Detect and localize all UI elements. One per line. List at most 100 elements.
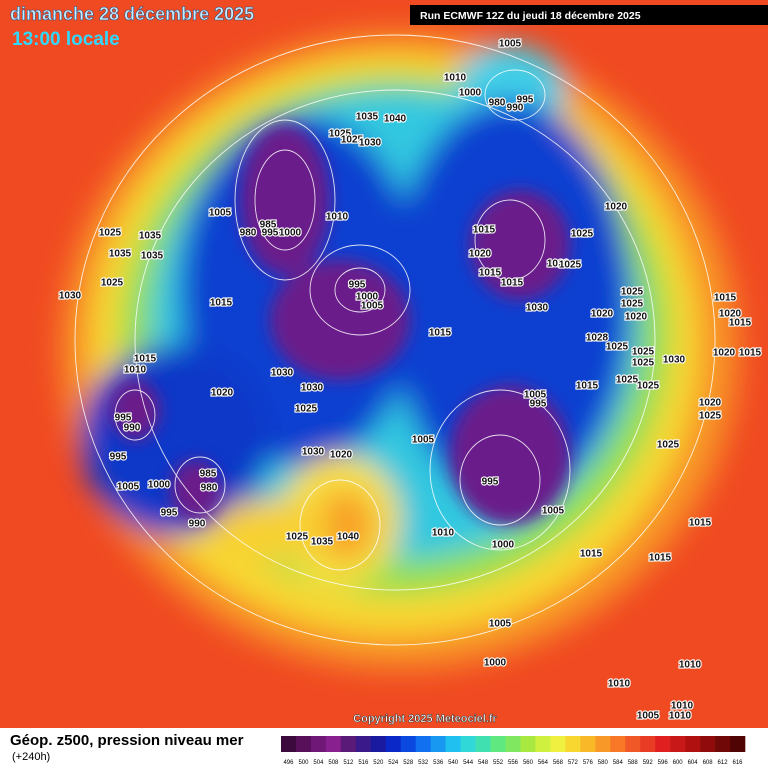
isobar-label: 1025 <box>286 532 309 543</box>
scale-label: 528 <box>403 760 414 766</box>
isobar-label: 995 <box>110 452 127 463</box>
isobar-label: 990 <box>124 423 141 434</box>
scale-label: 512 <box>343 760 354 766</box>
scale-label: 560 <box>523 760 534 766</box>
isobar-label: 995 <box>349 280 366 291</box>
isobar-label: 1030 <box>59 291 82 302</box>
scale-swatch <box>355 736 372 752</box>
isobar-label: 1010 <box>326 212 349 223</box>
isobar-label: 1025 <box>657 440 680 451</box>
scale-swatch <box>340 736 357 752</box>
scale-swatch <box>310 736 327 752</box>
isobar-label: 1020 <box>713 348 736 359</box>
isobar-label: 1020 <box>591 309 614 320</box>
isobar-label: 1010 <box>124 365 147 376</box>
isobar-label: 1025 <box>341 135 364 146</box>
isobar-label: 990 <box>189 519 206 530</box>
footer-title: Géop. z500, pression niveau mer <box>10 732 244 749</box>
scale-label: 500 <box>298 760 309 766</box>
scale-label: 580 <box>598 760 609 766</box>
scale-swatch <box>460 736 476 752</box>
scale-swatch <box>685 736 701 752</box>
isobar-label: 1035 <box>311 537 334 548</box>
isobar-label: 1025 <box>101 278 124 289</box>
isobar-label: 1020 <box>211 388 234 399</box>
isobar-label: 1030 <box>663 355 686 366</box>
scale-label: 616 <box>733 760 744 766</box>
isobar-label: 1035 <box>109 249 132 260</box>
scale-label: 608 <box>703 760 714 766</box>
scale-swatch <box>430 736 446 752</box>
isobar-label: 1015 <box>580 549 603 560</box>
scale-swatch <box>640 736 656 752</box>
scale-swatch <box>490 736 506 752</box>
scale-label: 516 <box>358 760 369 766</box>
isobar-label: 1035 <box>141 251 164 262</box>
isobar-label: 1025 <box>699 411 722 422</box>
isobar-label: 1030 <box>301 383 324 394</box>
isobar-label: 1035 <box>356 112 379 123</box>
scale-swatch <box>370 736 387 752</box>
scale-label: 524 <box>388 760 399 766</box>
color-scale: 496 500 504 508 512 516 520 524 528 532 536 540 544 5… <box>281 736 746 766</box>
scale-swatch <box>670 736 686 752</box>
isobar-label: 1000 <box>356 292 379 303</box>
scale-label: 572 <box>568 760 579 766</box>
isobar-label: 1028 <box>586 333 609 344</box>
scale-label: 576 <box>583 760 594 766</box>
scale-label: 540 <box>448 760 459 766</box>
isobar-label: 1025 <box>632 347 655 358</box>
scale-label: 564 <box>538 760 549 766</box>
isobar-label: 1025 <box>621 299 644 310</box>
isobar-label: 1015 <box>210 298 233 309</box>
scale-label: 592 <box>643 760 654 766</box>
isobar-label: 980 <box>201 483 218 494</box>
isobar-label: 1020 <box>699 398 722 409</box>
scale-swatch <box>505 736 521 752</box>
scale-swatch <box>595 736 611 752</box>
isobar-label: 1035 <box>139 231 162 242</box>
isobar-label: 1025 <box>606 342 629 353</box>
isobar-label: 1025 <box>637 381 660 392</box>
isobar-label: 1000 <box>492 540 515 551</box>
isobar-label: 995 <box>482 477 499 488</box>
isobar-label: 1030 <box>271 368 294 379</box>
scale-swatch <box>730 736 746 752</box>
isobar-label: 1005 <box>117 482 140 493</box>
scale-swatch <box>535 736 551 752</box>
scale-label: 596 <box>658 760 669 766</box>
scale-label: 508 <box>328 760 339 766</box>
isobar-label: 995 <box>115 413 132 424</box>
scale-swatch <box>655 736 671 752</box>
footer-lead: (+240h) <box>12 751 50 763</box>
isobars <box>74 34 716 646</box>
isobar-label: 1040 <box>337 532 360 543</box>
scale-label: 588 <box>628 760 639 766</box>
isobar-label: 1015 <box>479 268 502 279</box>
isobar-label: 995 <box>530 399 547 410</box>
isobar-label: 985 <box>260 220 277 231</box>
copyright: Copyright 2025 Meteociel.fr <box>353 713 497 725</box>
isobar-label: 1000 <box>279 228 302 239</box>
isobar-label: 1010 <box>669 711 692 722</box>
isobar-label: 1015 <box>429 328 452 339</box>
isobar-label: 1030 <box>302 447 325 458</box>
isobar-label: 1015 <box>576 381 599 392</box>
isobar-label: 1005 <box>542 506 565 517</box>
scale-label: 536 <box>433 760 444 766</box>
isobar-label: 1020 <box>547 259 570 270</box>
isobar-label: 1025 <box>571 229 594 240</box>
isobar-label: 1025 <box>616 375 639 386</box>
isobar-label: 1020 <box>330 450 353 461</box>
isobar-label: 1005 <box>412 435 435 446</box>
isobar-label: 995 <box>262 228 279 239</box>
isobar-label: 995 <box>517 95 534 106</box>
scale-swatch <box>475 736 491 752</box>
isobar-label: 1015 <box>739 348 762 359</box>
isobar-label: 1005 <box>209 208 232 219</box>
scale-swatch <box>445 736 461 752</box>
scale-label: 612 <box>718 760 729 766</box>
isobar-label: 1005 <box>499 39 522 50</box>
